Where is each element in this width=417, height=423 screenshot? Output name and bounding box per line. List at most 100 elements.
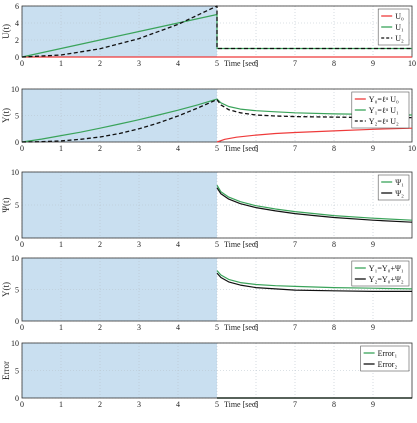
legend-label: Y₁=Y₀+Ψ₁ — [369, 264, 404, 273]
x-tick-label: 10 — [408, 59, 416, 68]
x-tick-label: 1 — [59, 59, 63, 68]
shaded-region — [22, 6, 217, 57]
x-tick-label: 8 — [332, 400, 336, 409]
x-axis-label: Time [sec] — [224, 240, 258, 249]
x-tick-label: 4 — [176, 240, 180, 249]
x-tick-label: 1 — [59, 144, 63, 153]
y-axis-label: Ψ(t) — [1, 197, 11, 212]
x-tick-label: 6 — [254, 144, 258, 153]
legend-label: U₁ — [395, 23, 404, 32]
x-tick-label: 7 — [293, 323, 297, 332]
x-tick-label: 10 — [408, 144, 416, 153]
x-tick-label: 0 — [20, 323, 24, 332]
x-tick-label: 2 — [98, 400, 102, 409]
y-tick-label: 4 — [15, 19, 19, 28]
x-tick-label: 9 — [371, 144, 375, 153]
x-tick-label: 9 — [371, 323, 375, 332]
axes-frame — [21, 171, 413, 239]
x-tick-label: 7 — [293, 240, 297, 249]
x-tick-label: 5 — [215, 400, 219, 409]
y-axis-label: Y(t) — [1, 282, 11, 297]
y-tick-label: 0 — [15, 138, 19, 147]
legend-label: U₂ — [395, 34, 404, 43]
y-axis-label: U(t) — [1, 24, 11, 39]
x-tick-label: 2 — [98, 144, 102, 153]
legend-box — [351, 260, 410, 287]
x-tick-label: 0 — [20, 400, 24, 409]
x-tick-label: 7 — [293, 400, 297, 409]
legend-label: Ψ₂ — [395, 189, 404, 198]
x-tick-label: 6 — [254, 59, 258, 68]
x-tick-label: 2 — [98, 240, 102, 249]
x-tick-label: 3 — [137, 323, 141, 332]
legend-label: U₀ — [395, 12, 404, 21]
y-tick-label: 6 — [15, 2, 19, 11]
x-tick-label: 9 — [371, 400, 375, 409]
y-tick-label: 0 — [15, 234, 19, 243]
x-tick-label: 3 — [137, 400, 141, 409]
y-tick-label: 5 — [15, 112, 19, 121]
y-tick-label: 0 — [15, 317, 19, 326]
x-tick-label: 6 — [254, 323, 258, 332]
y-axis-label: Error — [1, 361, 11, 380]
x-tick-label: 8 — [332, 144, 336, 153]
legend-label: Error₂ — [378, 360, 398, 369]
legend-label: Error₁ — [378, 349, 398, 358]
panel-4: 0 5 10 0 1 2 3 4 5 6 7 8 9 Time [sec] Y(t) Y₁=Y₀+Ψ₁ Y₂=Y… — [1, 254, 413, 332]
x-tick-label: 7 — [293, 144, 297, 153]
panel-2: 0 5 10 0 1 2 3 4 5 6 7 8 9 10 Time [sec] Y(t) Y₀=ℓᵅ U₀ Y₁… — [1, 85, 416, 153]
series-line-2 — [216, 272, 412, 292]
x-tick-label: 5 — [215, 323, 219, 332]
y-tick-label: 2 — [15, 36, 19, 45]
legend-label: Ψ₁ — [395, 178, 404, 187]
series-line-2 — [21, 13, 412, 58]
panel-5: 0 5 10 0 1 2 3 4 5 6 7 8 9 Time [sec] Error Error₁ Error… — [1, 339, 413, 409]
legend-box — [360, 345, 410, 372]
series-line-1 — [216, 270, 413, 290]
y-tick-label: 0 — [15, 53, 19, 62]
series-line-2 — [21, 98, 413, 143]
x-tick-label: 8 — [332, 240, 336, 249]
panel-3: 0 5 10 0 1 2 3 4 5 6 7 8 9 Time [sec] Ψ(t) Ψ₁ Ψ₂ — [1, 168, 413, 249]
x-tick-label: 6 — [254, 400, 258, 409]
series-line-1 — [216, 127, 413, 143]
x-tick-label: 9 — [371, 59, 375, 68]
y-tick-label: 0 — [15, 394, 19, 403]
x-tick-label: 2 — [98, 59, 102, 68]
x-tick-label: 3 — [137, 240, 141, 249]
y-tick-label: 10 — [11, 339, 19, 348]
x-tick-label: 1 — [59, 323, 63, 332]
y-axis-label: Y(t) — [1, 108, 11, 123]
x-tick-label: 5 — [215, 144, 219, 153]
legend-label: Y₁=ℓᵅ U₁ — [369, 106, 399, 115]
x-axis-label: Time [sec] — [224, 400, 258, 409]
x-tick-label: 7 — [293, 59, 297, 68]
axes-frame — [21, 257, 413, 322]
legend-label: Y₀=ℓᵅ U₀ — [369, 95, 399, 104]
x-axis-label: Time [sec] — [224, 59, 258, 68]
y-tick-label: 5 — [15, 286, 19, 295]
y-tick-label: 10 — [11, 168, 19, 177]
x-tick-label: 5 — [215, 240, 219, 249]
x-tick-label: 6 — [254, 240, 258, 249]
panel-1: 0 2 4 6 0 1 2 3 4 5 6 7 8 9 10 Time [sec] U(t) U₀ U₁ U₂ — [1, 2, 416, 68]
y-tick-label: 10 — [11, 254, 19, 263]
series-line-1 — [216, 184, 413, 221]
x-tick-label: 4 — [176, 323, 180, 332]
x-tick-label: 8 — [332, 323, 336, 332]
x-tick-label: 0 — [20, 240, 24, 249]
x-tick-label: 0 — [20, 144, 24, 153]
legend-label: Y₂=ℓᵅ U₂ — [369, 117, 399, 126]
x-tick-label: 9 — [371, 240, 375, 249]
x-tick-label: 5 — [215, 59, 219, 68]
series-line-2 — [216, 187, 413, 223]
x-axis-label: Time [sec] — [224, 144, 258, 153]
x-tick-label: 0 — [20, 59, 24, 68]
series-line-3 — [21, 5, 412, 58]
x-tick-label: 8 — [332, 59, 336, 68]
legend-box — [377, 174, 410, 201]
y-tick-label: 5 — [15, 367, 19, 376]
x-tick-label: 3 — [137, 59, 141, 68]
y-tick-label: 5 — [15, 201, 19, 210]
